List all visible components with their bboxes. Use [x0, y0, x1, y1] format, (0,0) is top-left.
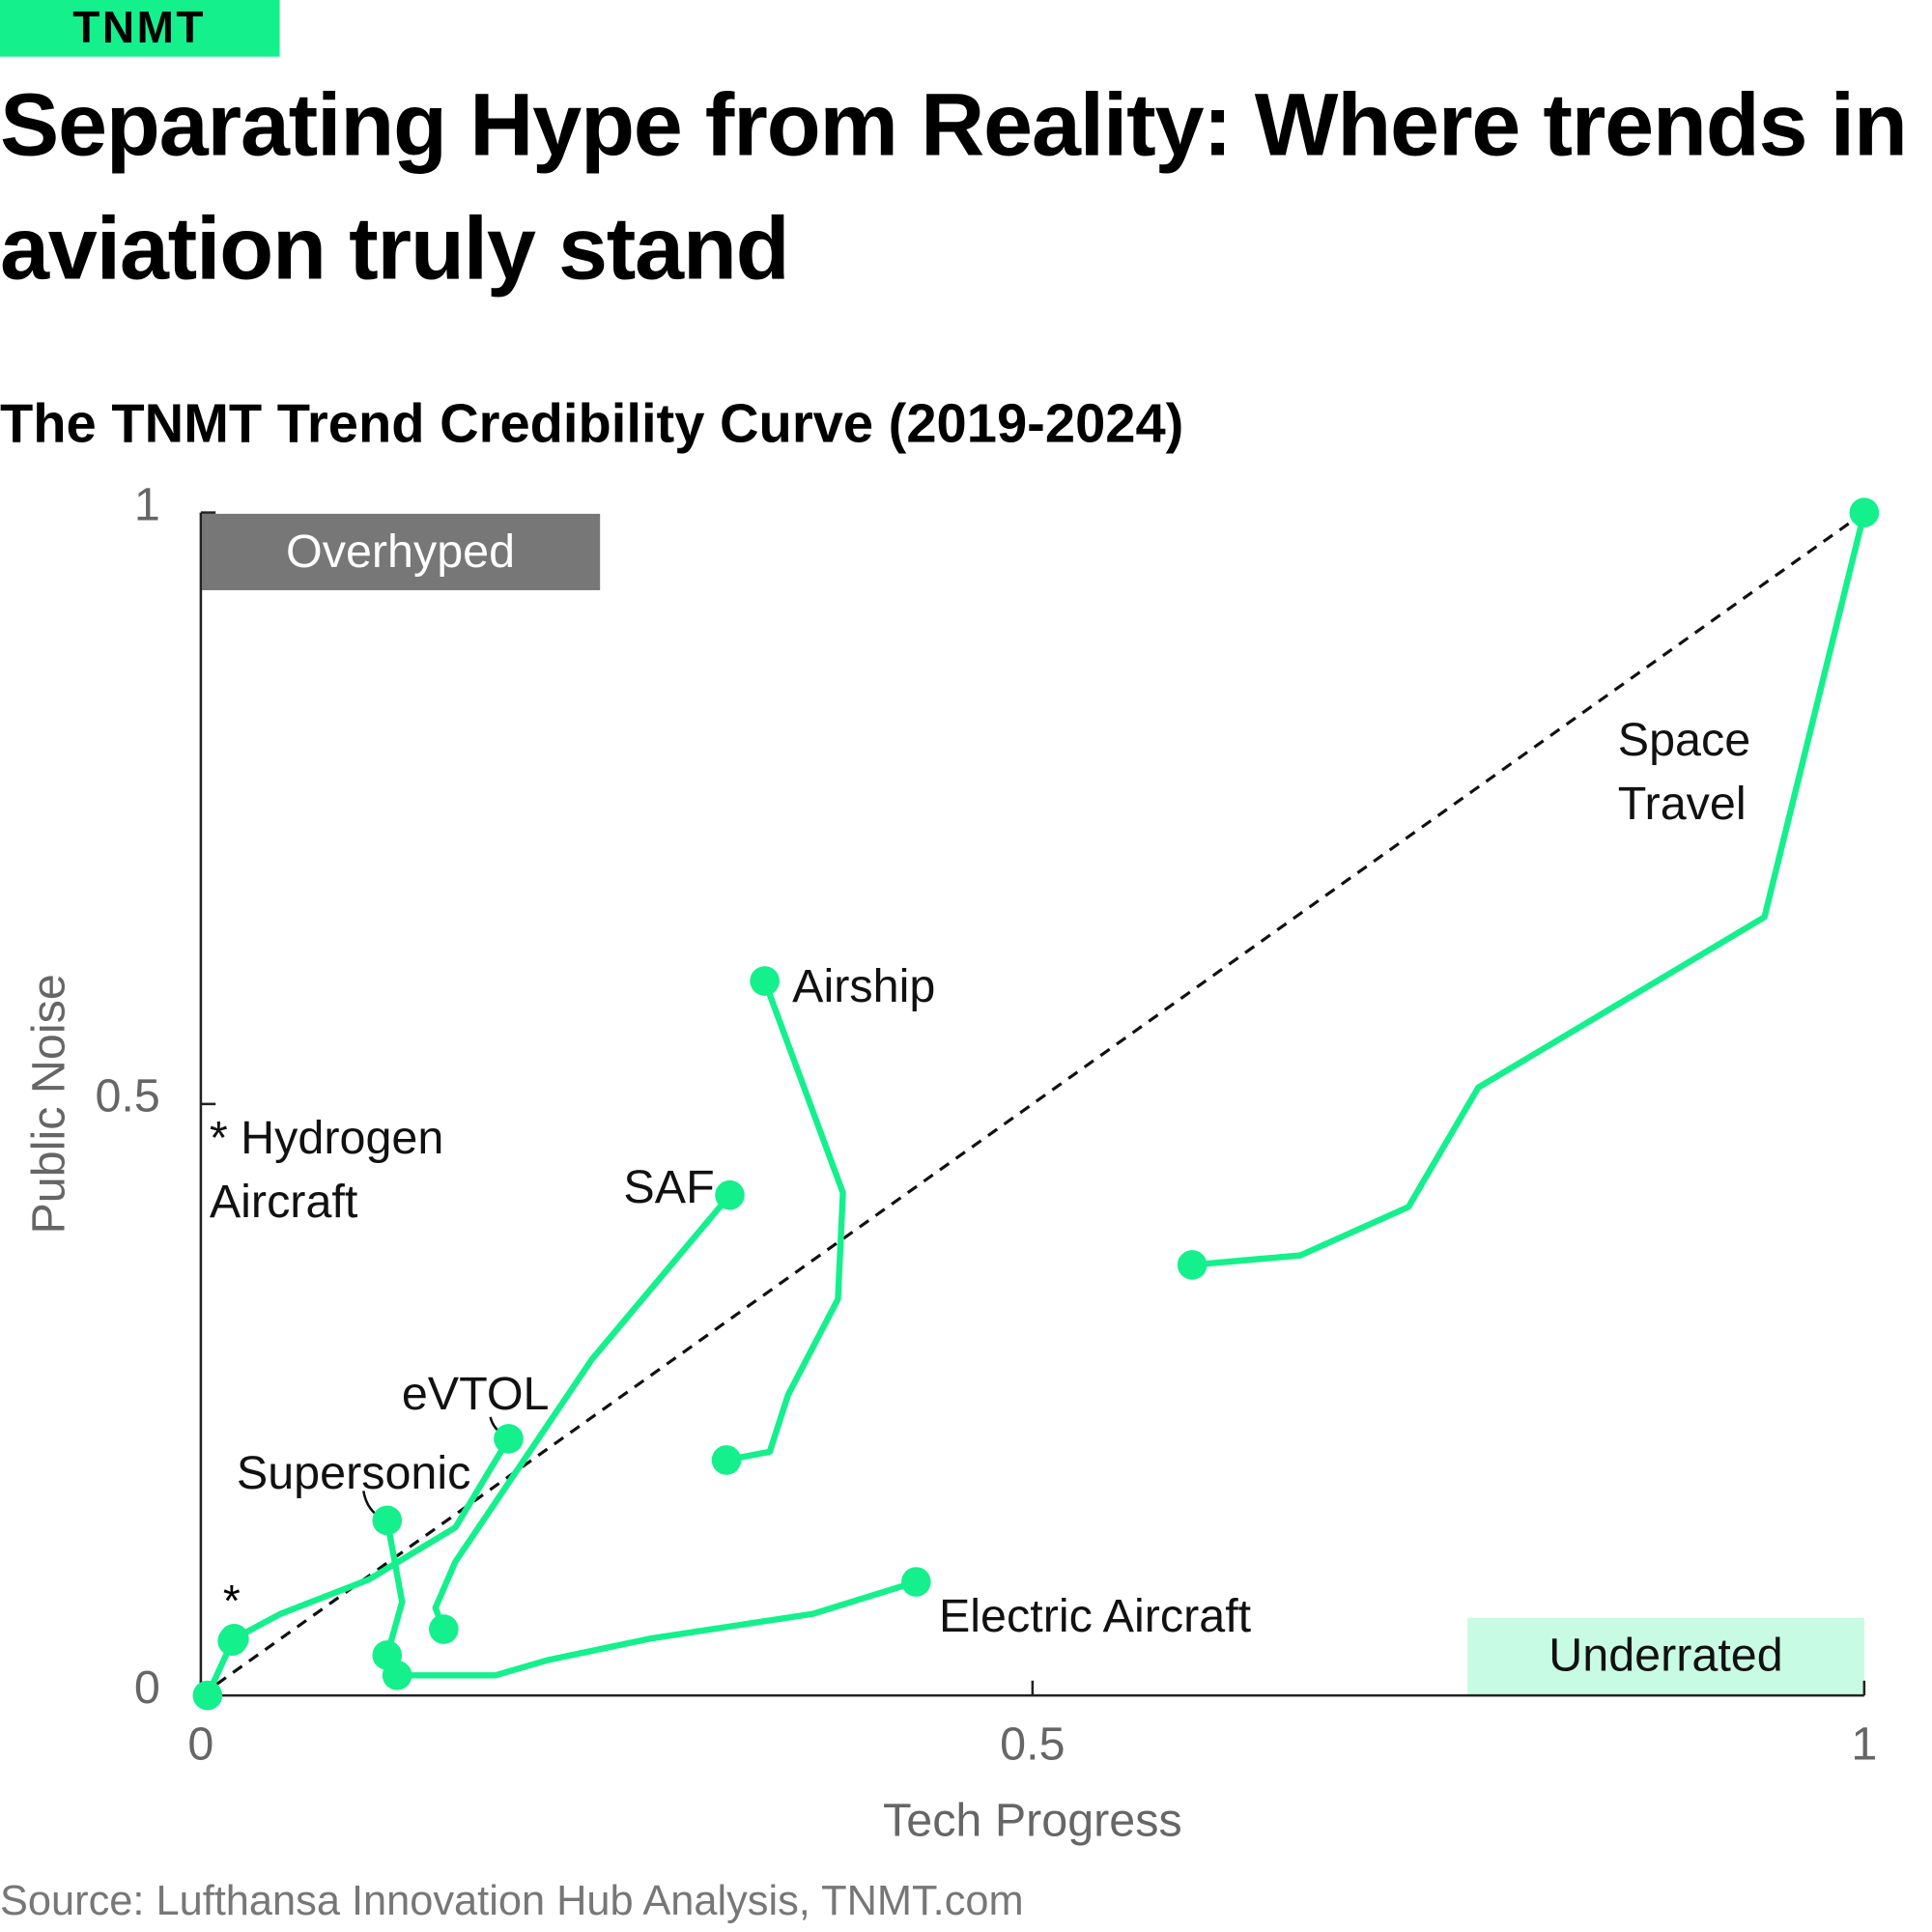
label-box: Space Travel: [1617, 714, 1751, 831]
trend-line: [397, 1578, 918, 1679]
x-tick-label: 0: [187, 1718, 213, 1770]
y-tick-label: 0: [134, 1662, 160, 1714]
trend-point: [382, 1660, 412, 1690]
chart-title: Separating Hype from Reality: Where tren…: [0, 76, 1908, 298]
trend-line: [232, 1436, 512, 1642]
series-label: Space Travel: [1617, 714, 1751, 831]
label-box: Airship: [792, 960, 936, 1013]
label-box: * Hydrogen Aircraft: [209, 1112, 444, 1229]
trend-point: [1177, 1250, 1208, 1280]
label-box: Electric Aircraft: [938, 1590, 1252, 1643]
trend-line: [725, 980, 846, 1463]
trend-point: [192, 1680, 223, 1711]
trend-point: [372, 1505, 403, 1536]
label-box: Supersonic: [236, 1447, 471, 1500]
quadrant-label: Underrated: [1548, 1630, 1782, 1682]
y-tick-label: 1: [134, 478, 160, 530]
title-box: Separating Hype from Reality: Where tren…: [0, 76, 1908, 298]
label-box: SAF: [623, 1161, 715, 1214]
series-label: Electric Aircraft: [938, 1590, 1252, 1643]
trend-point: [711, 1445, 742, 1475]
label-box: eVTOL: [401, 1369, 550, 1421]
quadrant-label: Overhyped: [286, 526, 515, 578]
trend-point: [901, 1567, 931, 1597]
series-label: Airship: [792, 960, 936, 1013]
x-axis-label: Tech Progress: [883, 1795, 1182, 1847]
trend-point: [1849, 497, 1880, 527]
underrated-box: [1467, 1617, 1864, 1696]
series-label: * Hydrogen Aircraft: [209, 1112, 444, 1229]
series-label: SAF: [623, 1161, 715, 1214]
y-axis-label: Public Noise: [22, 974, 74, 1234]
annotation: *: [223, 1576, 241, 1626]
source: Source: Lufthansa Innovation Hub Analysi…: [0, 1878, 1024, 1924]
trend-line: [432, 1193, 732, 1631]
trend-point: [494, 1424, 524, 1454]
series-label: Supersonic: [236, 1447, 471, 1500]
brand: TNMT: [72, 2, 206, 52]
trend-line: [1191, 511, 1867, 1268]
overhyped-box: [202, 513, 601, 590]
brand-box: [0, 0, 280, 57]
trend-point: [750, 966, 780, 996]
series-label: eVTOL: [401, 1369, 550, 1421]
chart-subtitle: The TNMT Trend Credibility Curve (2019-2…: [0, 392, 1183, 453]
trend-point: [715, 1179, 745, 1210]
trend-point: [429, 1614, 459, 1644]
trend-line: [384, 1520, 406, 1657]
trend-point: [217, 1626, 247, 1657]
y-tick-label: 0.5: [95, 1070, 159, 1122]
x-tick-label: 1: [1851, 1718, 1877, 1770]
x-tick-label: 0.5: [1000, 1718, 1065, 1770]
parity-line: [199, 511, 1865, 1697]
